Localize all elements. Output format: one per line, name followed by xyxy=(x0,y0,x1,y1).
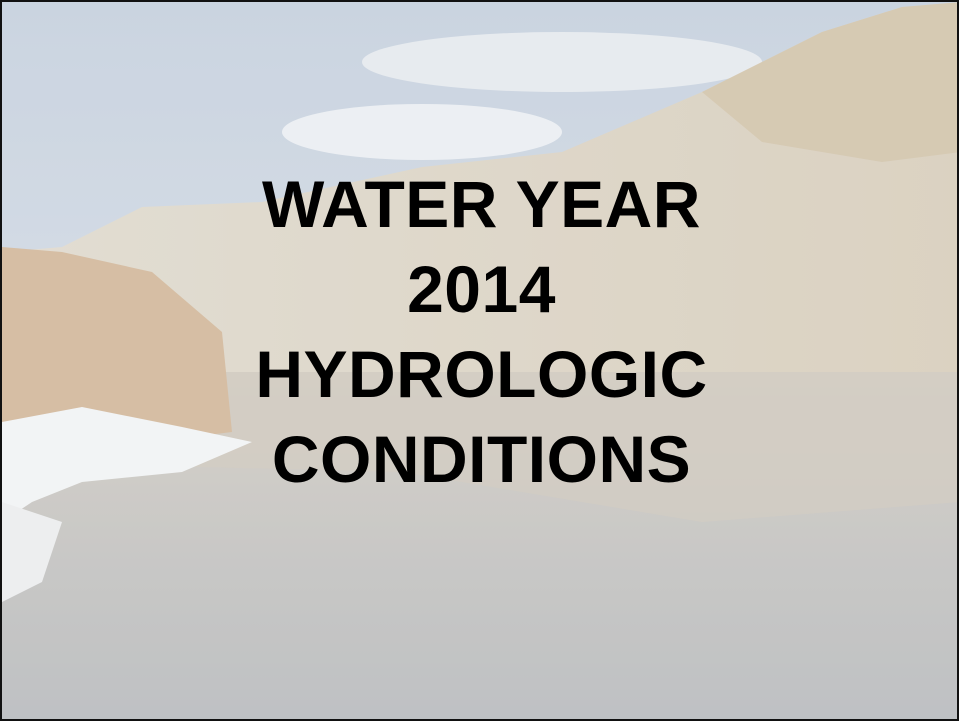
title-line: WATER YEAR xyxy=(2,162,959,247)
title-line: HYDROLOGIC xyxy=(2,332,959,417)
title-line: 2014 xyxy=(2,247,959,332)
title-line: CONDITIONS xyxy=(2,417,959,502)
slide-title: WATER YEAR 2014 HYDROLOGIC CONDITIONS xyxy=(2,162,959,502)
slide: WATER YEAR 2014 HYDROLOGIC CONDITIONS xyxy=(0,0,959,721)
